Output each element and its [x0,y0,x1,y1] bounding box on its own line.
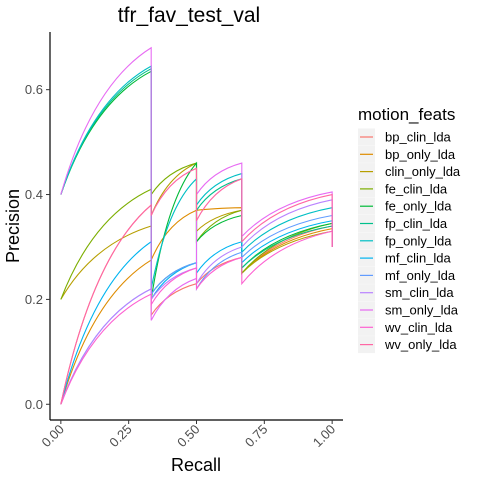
legend-label: fe_only_lda [385,199,452,214]
y-tick-label: 0.4 [25,187,43,202]
y-tick-label: 0.2 [25,292,43,307]
y-axis-title: Precision [3,189,23,263]
x-tick-label: 0.75 [242,422,271,451]
x-tick-label: 0.25 [106,422,135,451]
legend-label: fe_clin_lda [385,181,448,196]
legend-label: wv_only_lda [384,337,457,352]
legend-label: wv_clin_lda [384,320,453,335]
legend-label: mf_clin_lda [385,251,452,266]
series-line-fp_only_lda [60,65,333,290]
y-ticks: 0.0 0.2 0.4 0.6 [25,82,50,412]
chart-title: tfr_fav_test_val [118,4,260,27]
y-tick-label: 0.6 [25,82,43,97]
legend-label: sm_clin_lda [385,285,454,300]
legend: motion_feats bp_clin_lda bp_only_lda clin_… [358,105,461,354]
legend-label: sm_only_lda [385,303,459,318]
legend-label: clin_only_lda [385,164,461,179]
legend-label: mf_only_lda [385,268,456,283]
legend-label: bp_clin_lda [385,130,452,145]
legend-items: bp_clin_lda bp_only_lda clin_only_lda fe_cl… [358,128,461,354]
x-tick-label: 0.50 [174,422,203,451]
x-tick-label: 1.00 [310,422,339,451]
x-axis-title: Recall [171,455,221,475]
legend-label: fp_clin_lda [385,216,448,231]
legend-label: fp_only_lda [385,233,452,248]
plot-area [60,46,333,405]
x-ticks: 0.00 0.25 0.50 0.75 1.00 [38,420,338,450]
y-tick-label: 0.0 [25,397,43,412]
legend-title: motion_feats [358,105,455,124]
legend-label: bp_only_lda [385,147,456,162]
series-line-wv_clin_lda [60,230,333,405]
series-line-wv_only_lda [60,167,333,405]
x-tick-label: 0.00 [38,422,67,451]
